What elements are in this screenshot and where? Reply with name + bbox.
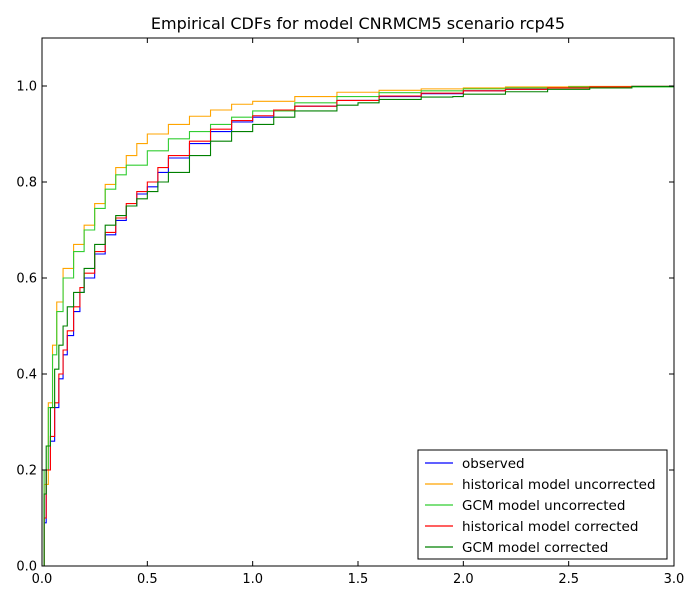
x-tick-label: 0.0: [32, 572, 53, 587]
y-tick-label: 0.2: [16, 464, 37, 479]
y-tick-label: 1.0: [16, 80, 37, 95]
y-tick-label: 0.0: [16, 560, 37, 575]
y-tick-label: 0.4: [16, 368, 37, 383]
x-tick-label: 1.5: [348, 572, 369, 587]
legend: observed historical model uncorrected GCM …: [417, 449, 668, 560]
series-line-GCM-model-uncorrected: [42, 86, 674, 566]
legend-label: historical model corrected: [462, 519, 638, 535]
series-line-historical-model-uncorrected: [42, 85, 674, 566]
y-tick-label: 0.8: [16, 176, 37, 191]
legend-box: [417, 449, 668, 560]
series-line-GCM-model-corrected: [42, 85, 674, 566]
x-tick-label: 3.0: [664, 572, 685, 587]
chart-title: Empirical CDFs for model CNRMCM5 scenari…: [151, 14, 565, 33]
x-tick-label: 2.5: [558, 572, 579, 587]
axis-ticks: 0.0 0.5 1.0 1.5 2.0 2.5 3.0 0.0 0.2 0.4 0.6 0.8 1.0: [16, 38, 684, 587]
legend-label: GCM model corrected: [462, 540, 608, 556]
x-tick-label: 0.5: [137, 572, 158, 587]
legend-label: GCM model uncorrected: [462, 498, 625, 514]
legend-label: observed: [462, 456, 525, 472]
y-tick-label: 0.6: [16, 272, 37, 287]
series-line-historical-model-corrected: [42, 85, 674, 566]
x-tick-label: 1.0: [242, 572, 263, 587]
x-tick-label: 2.0: [453, 572, 474, 587]
legend-label: historical model uncorrected: [462, 477, 656, 493]
